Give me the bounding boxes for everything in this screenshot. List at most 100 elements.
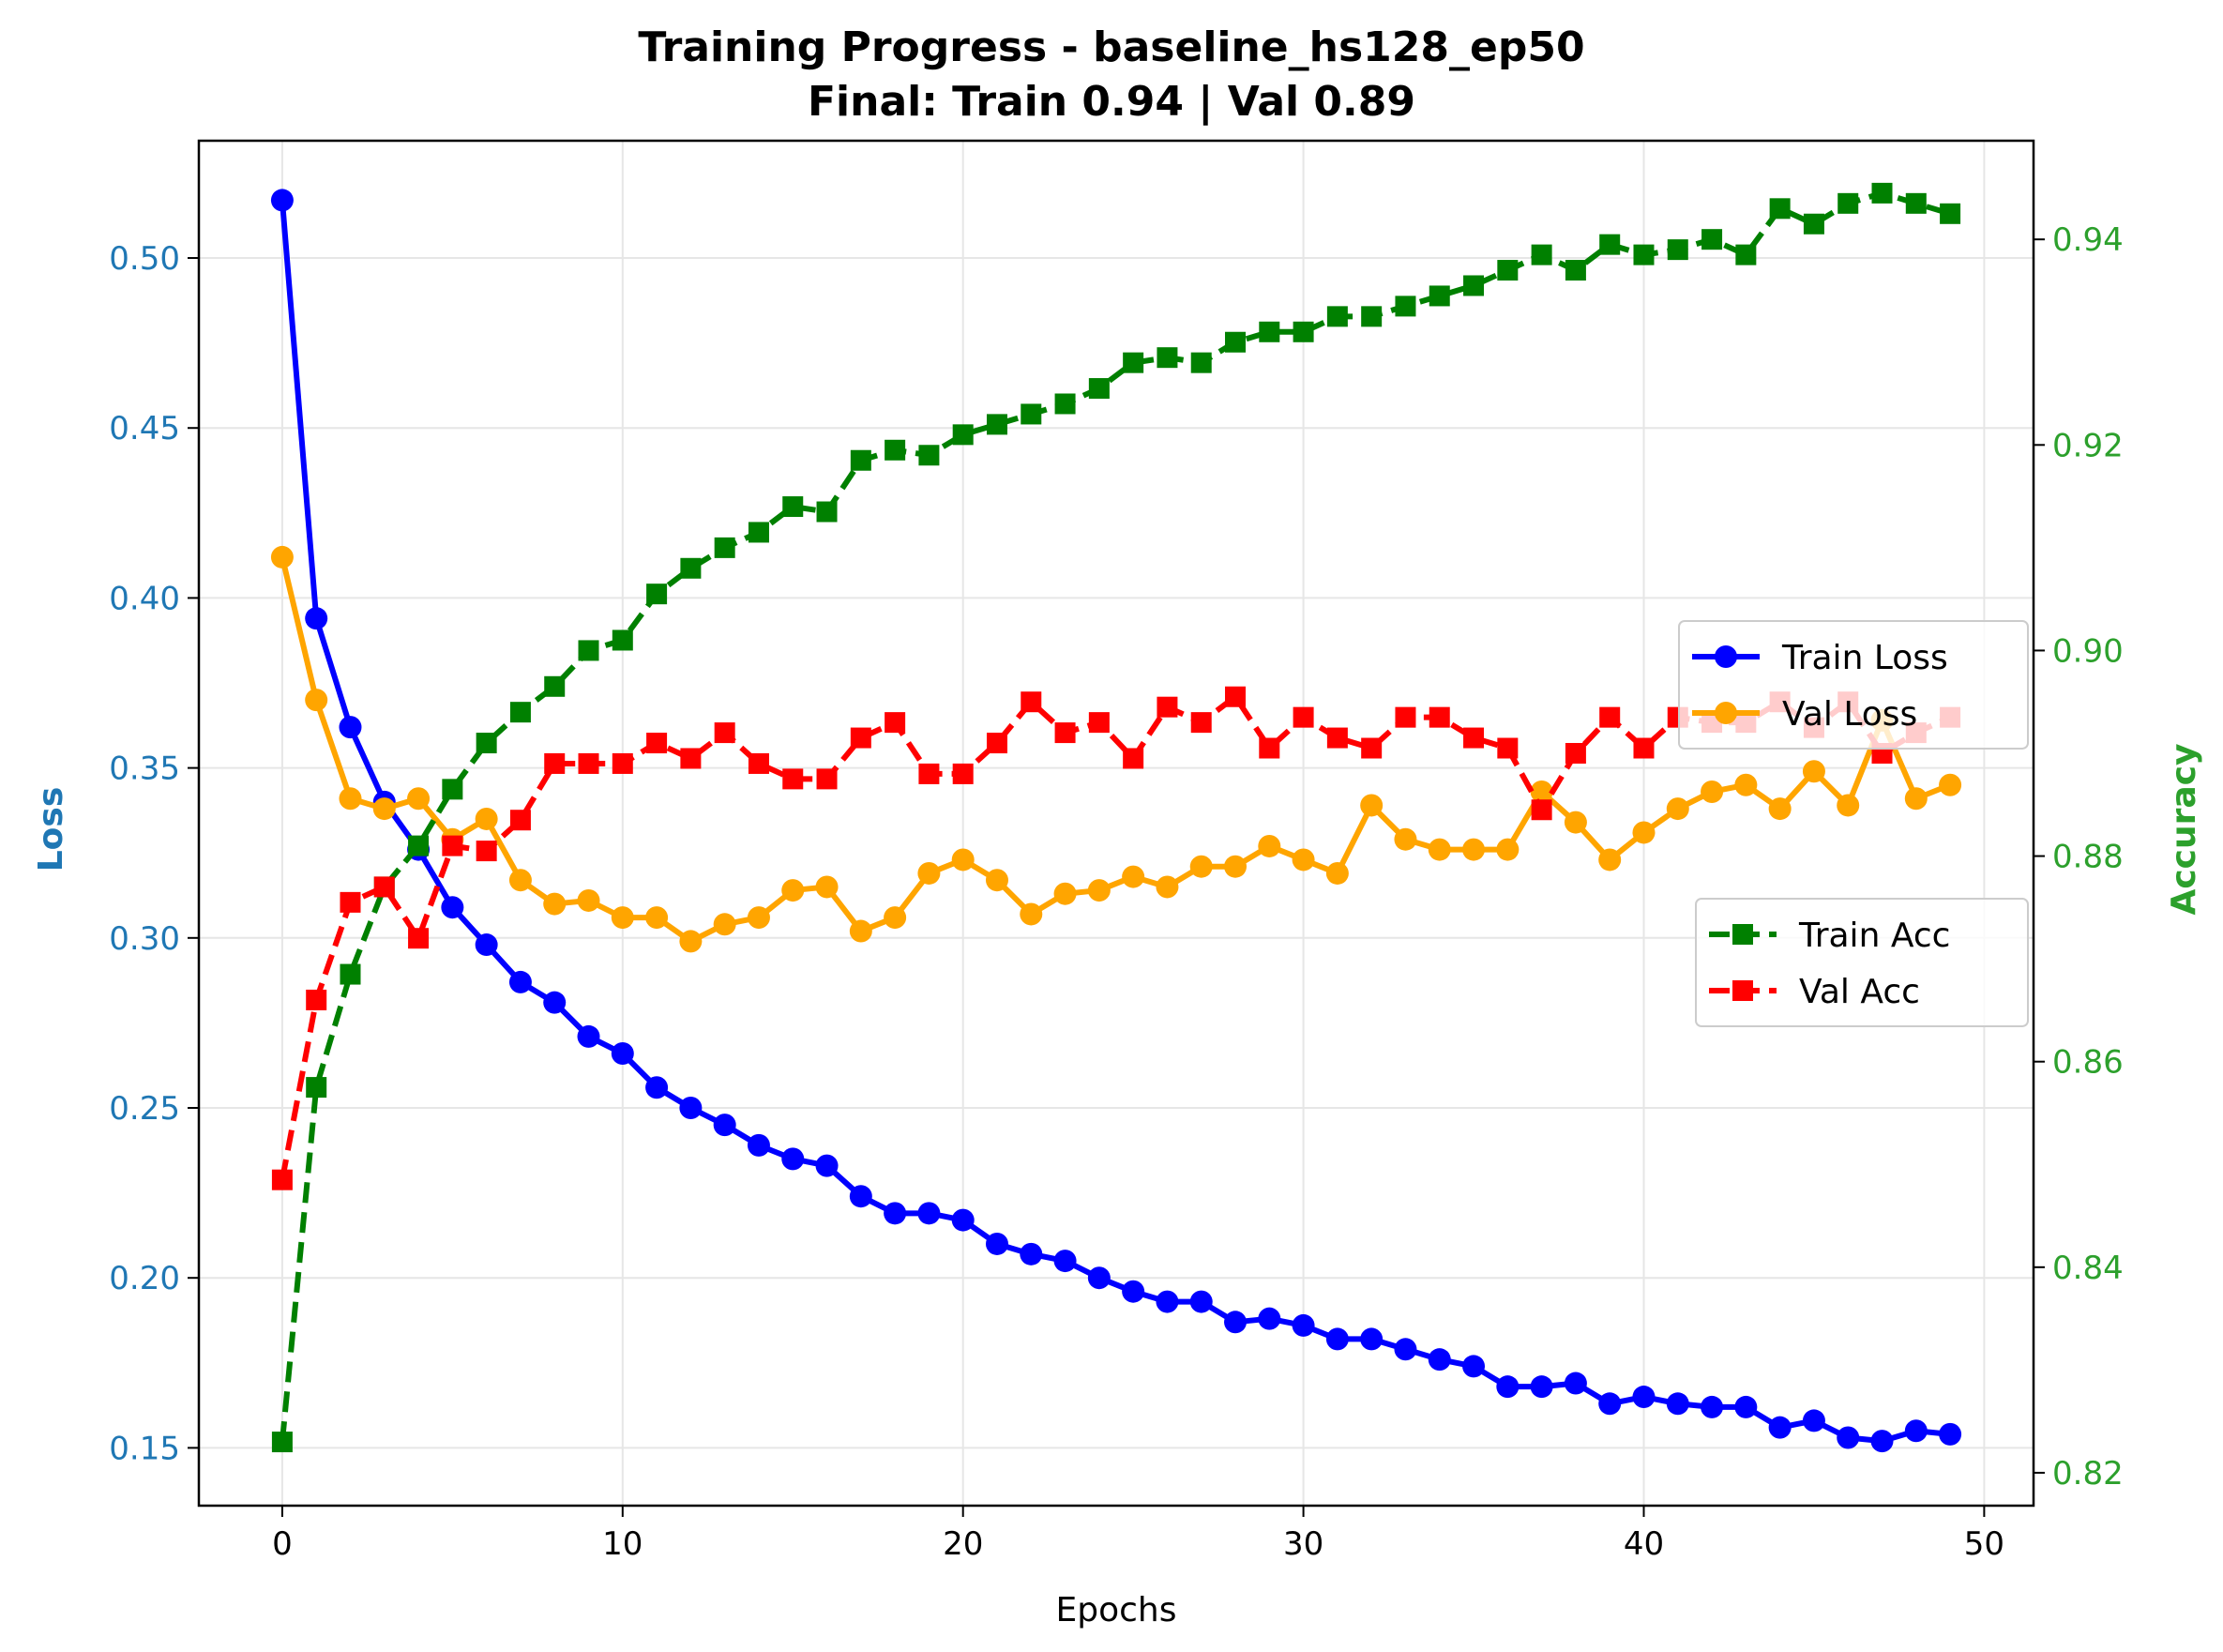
train-loss-point bbox=[985, 1232, 1008, 1255]
val-acc-point bbox=[1021, 691, 1042, 713]
train-acc-point bbox=[918, 445, 940, 466]
y-left-tick-label: 0.50 bbox=[109, 240, 180, 278]
legend-2: Train Acc Val Acc bbox=[1695, 898, 2029, 1027]
train-loss-point bbox=[917, 1202, 941, 1225]
train-loss-point bbox=[747, 1133, 770, 1157]
val-acc-point bbox=[340, 891, 361, 913]
train-acc-point bbox=[986, 414, 1007, 435]
y-right-tick-label: 0.82 bbox=[2052, 1455, 2124, 1493]
train-loss-point bbox=[849, 1185, 872, 1208]
val-loss-point bbox=[1666, 797, 1689, 821]
train-acc-point bbox=[748, 522, 769, 543]
legend-1: Train Loss Val Loss bbox=[1678, 620, 2029, 750]
val-acc-point bbox=[1565, 742, 1586, 764]
train-loss-point bbox=[1325, 1327, 1349, 1351]
train-loss-point bbox=[1904, 1419, 1928, 1443]
val-loss-point bbox=[849, 919, 872, 943]
legend-box bbox=[1695, 898, 2029, 1027]
val-loss-point bbox=[884, 906, 907, 930]
y-right-tick-label: 0.84 bbox=[2052, 1250, 2124, 1287]
val-acc-point bbox=[408, 928, 430, 949]
train-loss-point bbox=[1802, 1409, 1825, 1432]
val-loss-point bbox=[781, 879, 805, 902]
val-loss-point bbox=[1632, 821, 1656, 844]
val-loss-point bbox=[339, 787, 362, 811]
train-acc-point bbox=[1837, 192, 1859, 214]
y-left-tick-label: 0.35 bbox=[109, 750, 180, 788]
val-loss-point bbox=[1428, 838, 1451, 861]
val-loss-point bbox=[1325, 861, 1349, 885]
y-right-tick-label: 0.88 bbox=[2052, 839, 2124, 876]
train-acc-point bbox=[680, 557, 702, 579]
val-acc-point bbox=[952, 763, 974, 784]
train-acc-point bbox=[1088, 378, 1110, 400]
val-loss-point bbox=[1189, 855, 1213, 878]
train-loss-point bbox=[1837, 1426, 1860, 1449]
val-loss-point bbox=[1053, 882, 1077, 905]
val-loss-point bbox=[1564, 811, 1587, 834]
val-loss-point bbox=[1701, 780, 1724, 803]
val-loss-point bbox=[1530, 780, 1553, 803]
train-acc-point bbox=[1157, 347, 1178, 369]
train-loss-point bbox=[1530, 1375, 1553, 1399]
val-loss-point bbox=[1837, 794, 1860, 817]
legend-marker bbox=[1715, 645, 1737, 668]
train-acc-point bbox=[850, 449, 871, 471]
train-acc-point bbox=[306, 1077, 327, 1099]
train-loss-point bbox=[1564, 1372, 1587, 1395]
val-loss-point bbox=[645, 906, 669, 930]
val-loss-point bbox=[1394, 827, 1417, 851]
val-acc-point bbox=[1054, 722, 1076, 744]
train-acc-point bbox=[885, 439, 906, 461]
val-loss-point bbox=[985, 869, 1008, 892]
val-loss-point bbox=[1462, 838, 1486, 861]
val-acc-point bbox=[1395, 706, 1416, 728]
train-acc-point bbox=[1054, 393, 1076, 415]
val-acc-point bbox=[918, 763, 940, 784]
train-loss-point bbox=[1224, 1311, 1248, 1334]
train-acc-point bbox=[408, 835, 430, 856]
val-acc-point bbox=[986, 733, 1007, 754]
val-loss-point bbox=[815, 875, 839, 899]
val-loss-point bbox=[713, 913, 736, 936]
val-acc-point bbox=[271, 1169, 293, 1190]
train-loss-point bbox=[1496, 1375, 1520, 1399]
val-loss-point bbox=[1224, 855, 1248, 878]
val-loss-point bbox=[1292, 848, 1315, 871]
val-loss-point bbox=[577, 888, 600, 912]
val-acc-point bbox=[1157, 696, 1178, 718]
train-acc-point bbox=[1701, 229, 1723, 250]
val-acc-point bbox=[1361, 737, 1383, 759]
x-tick-label: 20 bbox=[943, 1525, 983, 1563]
val-acc-point bbox=[1259, 737, 1280, 759]
train-loss-point bbox=[1632, 1386, 1656, 1409]
chart-subtitle: Final: Train 0.94 | Val 0.89 bbox=[808, 78, 1415, 126]
train-loss-point bbox=[1292, 1313, 1315, 1337]
val-loss-point bbox=[951, 848, 975, 871]
train-loss-point bbox=[884, 1202, 907, 1225]
train-acc-point bbox=[1803, 213, 1824, 235]
train-loss-point bbox=[781, 1147, 805, 1171]
val-loss-point bbox=[1156, 875, 1179, 899]
train-acc-point bbox=[340, 963, 361, 985]
train-acc-point bbox=[1361, 306, 1383, 327]
train-acc-point bbox=[1940, 203, 1961, 224]
val-acc-point bbox=[1326, 727, 1348, 749]
val-loss-point bbox=[1734, 773, 1758, 796]
y-right-tick-label: 0.86 bbox=[2052, 1044, 2124, 1082]
val-acc-point bbox=[850, 727, 871, 749]
y-left-tick-label: 0.45 bbox=[109, 410, 180, 447]
val-loss-point bbox=[747, 906, 770, 930]
legend-label: Val Acc bbox=[1799, 973, 1920, 1011]
val-acc-point bbox=[509, 810, 531, 831]
train-loss-point bbox=[1939, 1422, 1962, 1446]
train-acc-point bbox=[442, 779, 463, 800]
train-acc-point bbox=[952, 424, 974, 446]
train-acc-point bbox=[1531, 244, 1552, 265]
train-acc-point bbox=[1463, 275, 1485, 296]
val-acc-point bbox=[1293, 706, 1314, 728]
train-loss-point bbox=[270, 189, 294, 212]
train-loss-point bbox=[815, 1154, 839, 1177]
train-acc-point bbox=[1293, 321, 1314, 342]
